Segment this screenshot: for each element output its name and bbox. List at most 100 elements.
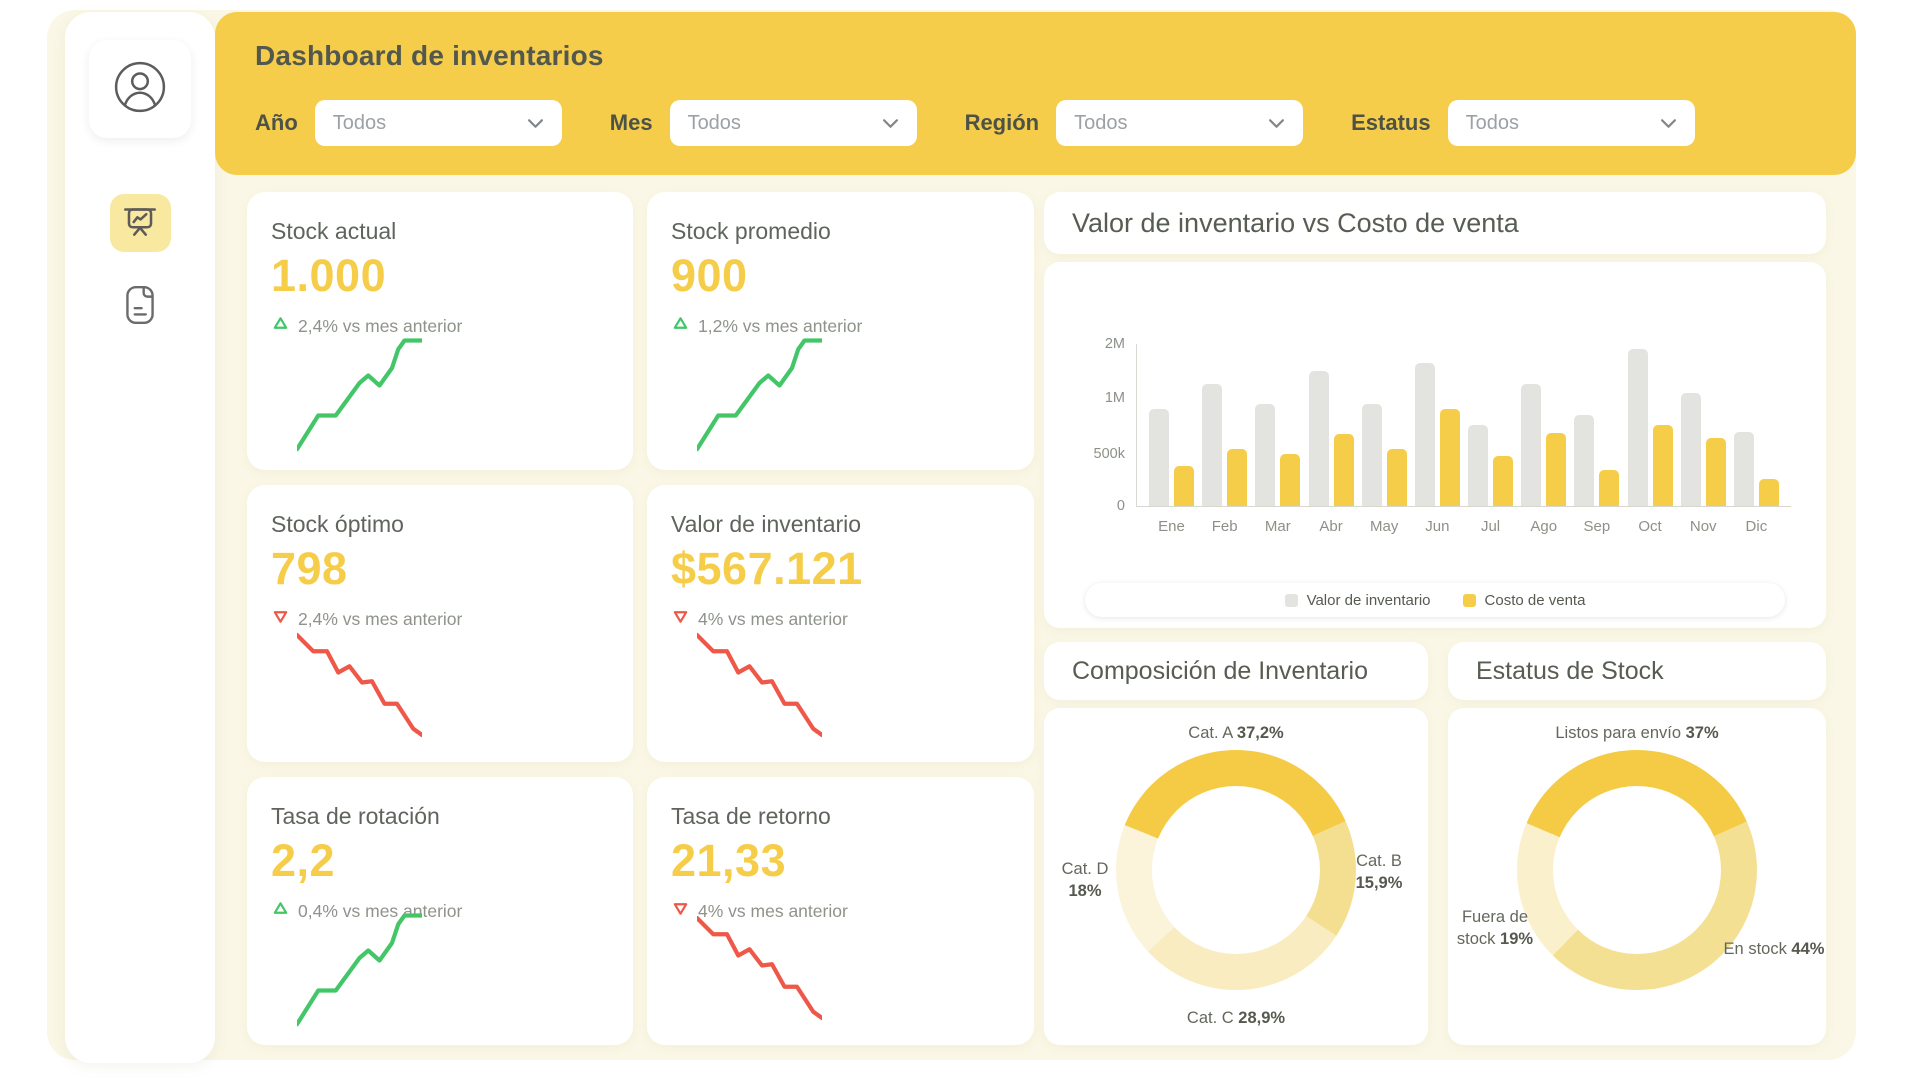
kpi-card: Tasa de rotación 2,2 0,4% vs mes anterior bbox=[247, 777, 633, 1045]
kpi-value: 21,33 bbox=[671, 835, 787, 886]
filter-select-value: Todos bbox=[1465, 111, 1519, 134]
kpi-delta-text: 1,2% vs mes anterior bbox=[698, 315, 863, 336]
kpi-sparkline bbox=[697, 333, 822, 458]
kpi-delta: 4% vs mes anterior bbox=[671, 899, 848, 923]
legend-item: Valor de inventario bbox=[1284, 592, 1431, 609]
trend-up-icon bbox=[671, 314, 690, 338]
kpi-delta-text: 4% vs mes anterior bbox=[698, 608, 848, 629]
bar-chart-title-card: Valor de inventario vs Costo de venta bbox=[1044, 192, 1826, 254]
x-axis-label: Jun bbox=[1425, 518, 1450, 535]
bar-valor-de-inventario bbox=[1361, 404, 1382, 506]
bar-chart-plot: 0 500k 1M 2M Ene Feb Mar Abr May Jun Jul Ago Sep Oct N… bbox=[1094, 336, 1791, 535]
filter-select-mes[interactable]: Todos bbox=[669, 100, 917, 146]
bar-valor-de-inventario bbox=[1468, 425, 1489, 506]
presentation-chart-icon bbox=[119, 200, 161, 247]
bar-valor-de-inventario bbox=[1202, 384, 1223, 506]
kpi-value: 2,2 bbox=[271, 835, 336, 886]
kpi-value: 900 bbox=[671, 250, 748, 301]
donut1-title: Composición de Inventario bbox=[1072, 656, 1368, 685]
donut-label-bottom: Cat. C 28,9% bbox=[1186, 1008, 1286, 1027]
filter-select-año[interactable]: Todos bbox=[314, 100, 562, 146]
document-icon bbox=[122, 283, 158, 332]
bar-groups: Ene Feb Mar Abr May Jun Jul Ago Sep Oct Nov Dic bbox=[1137, 344, 1791, 535]
kpi-sparkline bbox=[697, 908, 822, 1033]
legend-label: Costo de venta bbox=[1484, 591, 1586, 609]
donut-label-top: Listos para envío 37% bbox=[1555, 724, 1719, 742]
kpi-card: Tasa de retorno 21,33 4% vs mes anterior bbox=[647, 777, 1034, 1045]
filter-label: Región bbox=[964, 110, 1040, 135]
kpi-title: Stock actual bbox=[271, 218, 397, 244]
bar-valor-de-inventario bbox=[1733, 432, 1754, 506]
sidebar-item-reports[interactable] bbox=[110, 278, 171, 336]
bar-costo-de-venta bbox=[1546, 433, 1567, 506]
kpi-delta: 2,4% vs mes anterior bbox=[271, 314, 462, 338]
kpi-delta: 4% vs mes anterior bbox=[671, 607, 848, 631]
bar-costo-de-venta bbox=[1174, 466, 1194, 506]
avatar[interactable] bbox=[89, 40, 191, 138]
x-axis-label: Oct bbox=[1638, 518, 1662, 535]
legend-item: Costo de venta bbox=[1462, 591, 1586, 609]
bar-group-feb: Feb bbox=[1202, 384, 1248, 535]
donut-chart bbox=[1116, 750, 1356, 990]
kpi-title: Stock promedio bbox=[671, 218, 831, 244]
y-axis-tick-label: 500k bbox=[1093, 446, 1125, 463]
filter-select-value: Todos bbox=[687, 111, 741, 134]
bar-costo-de-venta bbox=[1758, 479, 1779, 506]
bar-valor-de-inventario bbox=[1627, 349, 1648, 506]
bar-group-mar: Mar bbox=[1255, 404, 1301, 535]
chevron-down-icon bbox=[882, 118, 899, 129]
kpi-title: Stock óptimo bbox=[271, 511, 404, 537]
sidebar-item-dashboard[interactable] bbox=[109, 194, 171, 252]
kpi-sparkline bbox=[697, 625, 822, 750]
donut1-title-card: Composición de Inventario bbox=[1044, 642, 1428, 700]
filter-select-value: Todos bbox=[332, 111, 387, 134]
page-title: Dashboard de inventarios bbox=[255, 40, 604, 71]
sidebar bbox=[65, 12, 215, 1063]
bar-group-jun: Jun bbox=[1414, 363, 1460, 535]
bar-valor-de-inventario bbox=[1255, 404, 1276, 506]
filter-select-región[interactable]: Todos bbox=[1056, 100, 1304, 146]
bar-costo-de-venta bbox=[1227, 449, 1248, 506]
bar-costo-de-venta bbox=[1599, 470, 1620, 506]
chevron-down-icon bbox=[1268, 118, 1285, 129]
sidebar-nav bbox=[109, 194, 171, 336]
kpi-sparkline bbox=[297, 625, 422, 750]
kpi-delta-text: 2,4% vs mes anterior bbox=[298, 315, 463, 336]
x-axis-label: Sep bbox=[1583, 518, 1611, 535]
bar-valor-de-inventario bbox=[1521, 384, 1542, 506]
x-axis-label: Nov bbox=[1689, 518, 1717, 535]
x-axis-label: May bbox=[1370, 518, 1399, 535]
bar-valor-de-inventario bbox=[1308, 371, 1329, 506]
legend-swatch bbox=[1462, 593, 1476, 607]
filter-group-2: Mes Todos bbox=[610, 100, 917, 146]
kpi-value: 1.000 bbox=[271, 250, 387, 301]
filter-bar: Año Todos Mes Todos Región Todos Estatus Todos bbox=[255, 100, 1695, 146]
kpi-title: Tasa de retorno bbox=[671, 803, 831, 829]
kpi-value: $567.121 bbox=[671, 543, 863, 594]
bar-costo-de-venta bbox=[1280, 454, 1301, 506]
kpi-title: Valor de inventario bbox=[671, 511, 862, 537]
donut-label-bottom-right: En stock 44% bbox=[1723, 940, 1825, 958]
bar-chart-legend: Valor de inventario Costo de venta bbox=[1085, 583, 1785, 617]
trend-up-icon bbox=[271, 314, 290, 338]
kpi-value: 798 bbox=[271, 543, 348, 594]
bar-group-ene: Ene bbox=[1149, 409, 1194, 535]
donut1-card: Cat. A 37,2% Cat. B 15,9% Cat. C 28,9% Cat.… bbox=[1044, 708, 1428, 1045]
x-axis-label: Dic bbox=[1745, 518, 1768, 535]
kpi-delta: 2,4% vs mes anterior bbox=[271, 607, 462, 631]
filter-label: Año bbox=[255, 110, 298, 135]
legend-swatch bbox=[1284, 593, 1298, 607]
kpi-card: Stock promedio 900 1,2% vs mes anterior bbox=[647, 192, 1034, 470]
filter-group-1: Año Todos bbox=[255, 100, 562, 146]
x-axis-label: Ago bbox=[1530, 518, 1558, 535]
trend-down-icon bbox=[671, 899, 690, 923]
kpi-delta-text: 2,4% vs mes anterior bbox=[298, 608, 463, 629]
trend-down-icon bbox=[271, 607, 290, 631]
filter-select-estatus[interactable]: Todos bbox=[1447, 100, 1695, 146]
kpi-grid: Stock actual 1.000 2,4% vs mes anterior Sto… bbox=[247, 192, 1034, 1045]
bar-valor-de-inventario bbox=[1414, 363, 1435, 506]
filter-select-value: Todos bbox=[1074, 111, 1128, 134]
bar-group-ago: Ago bbox=[1521, 384, 1567, 535]
donut2-title-card: Estatus de Stock bbox=[1448, 642, 1826, 700]
bar-group-jul: Jul bbox=[1468, 425, 1514, 535]
